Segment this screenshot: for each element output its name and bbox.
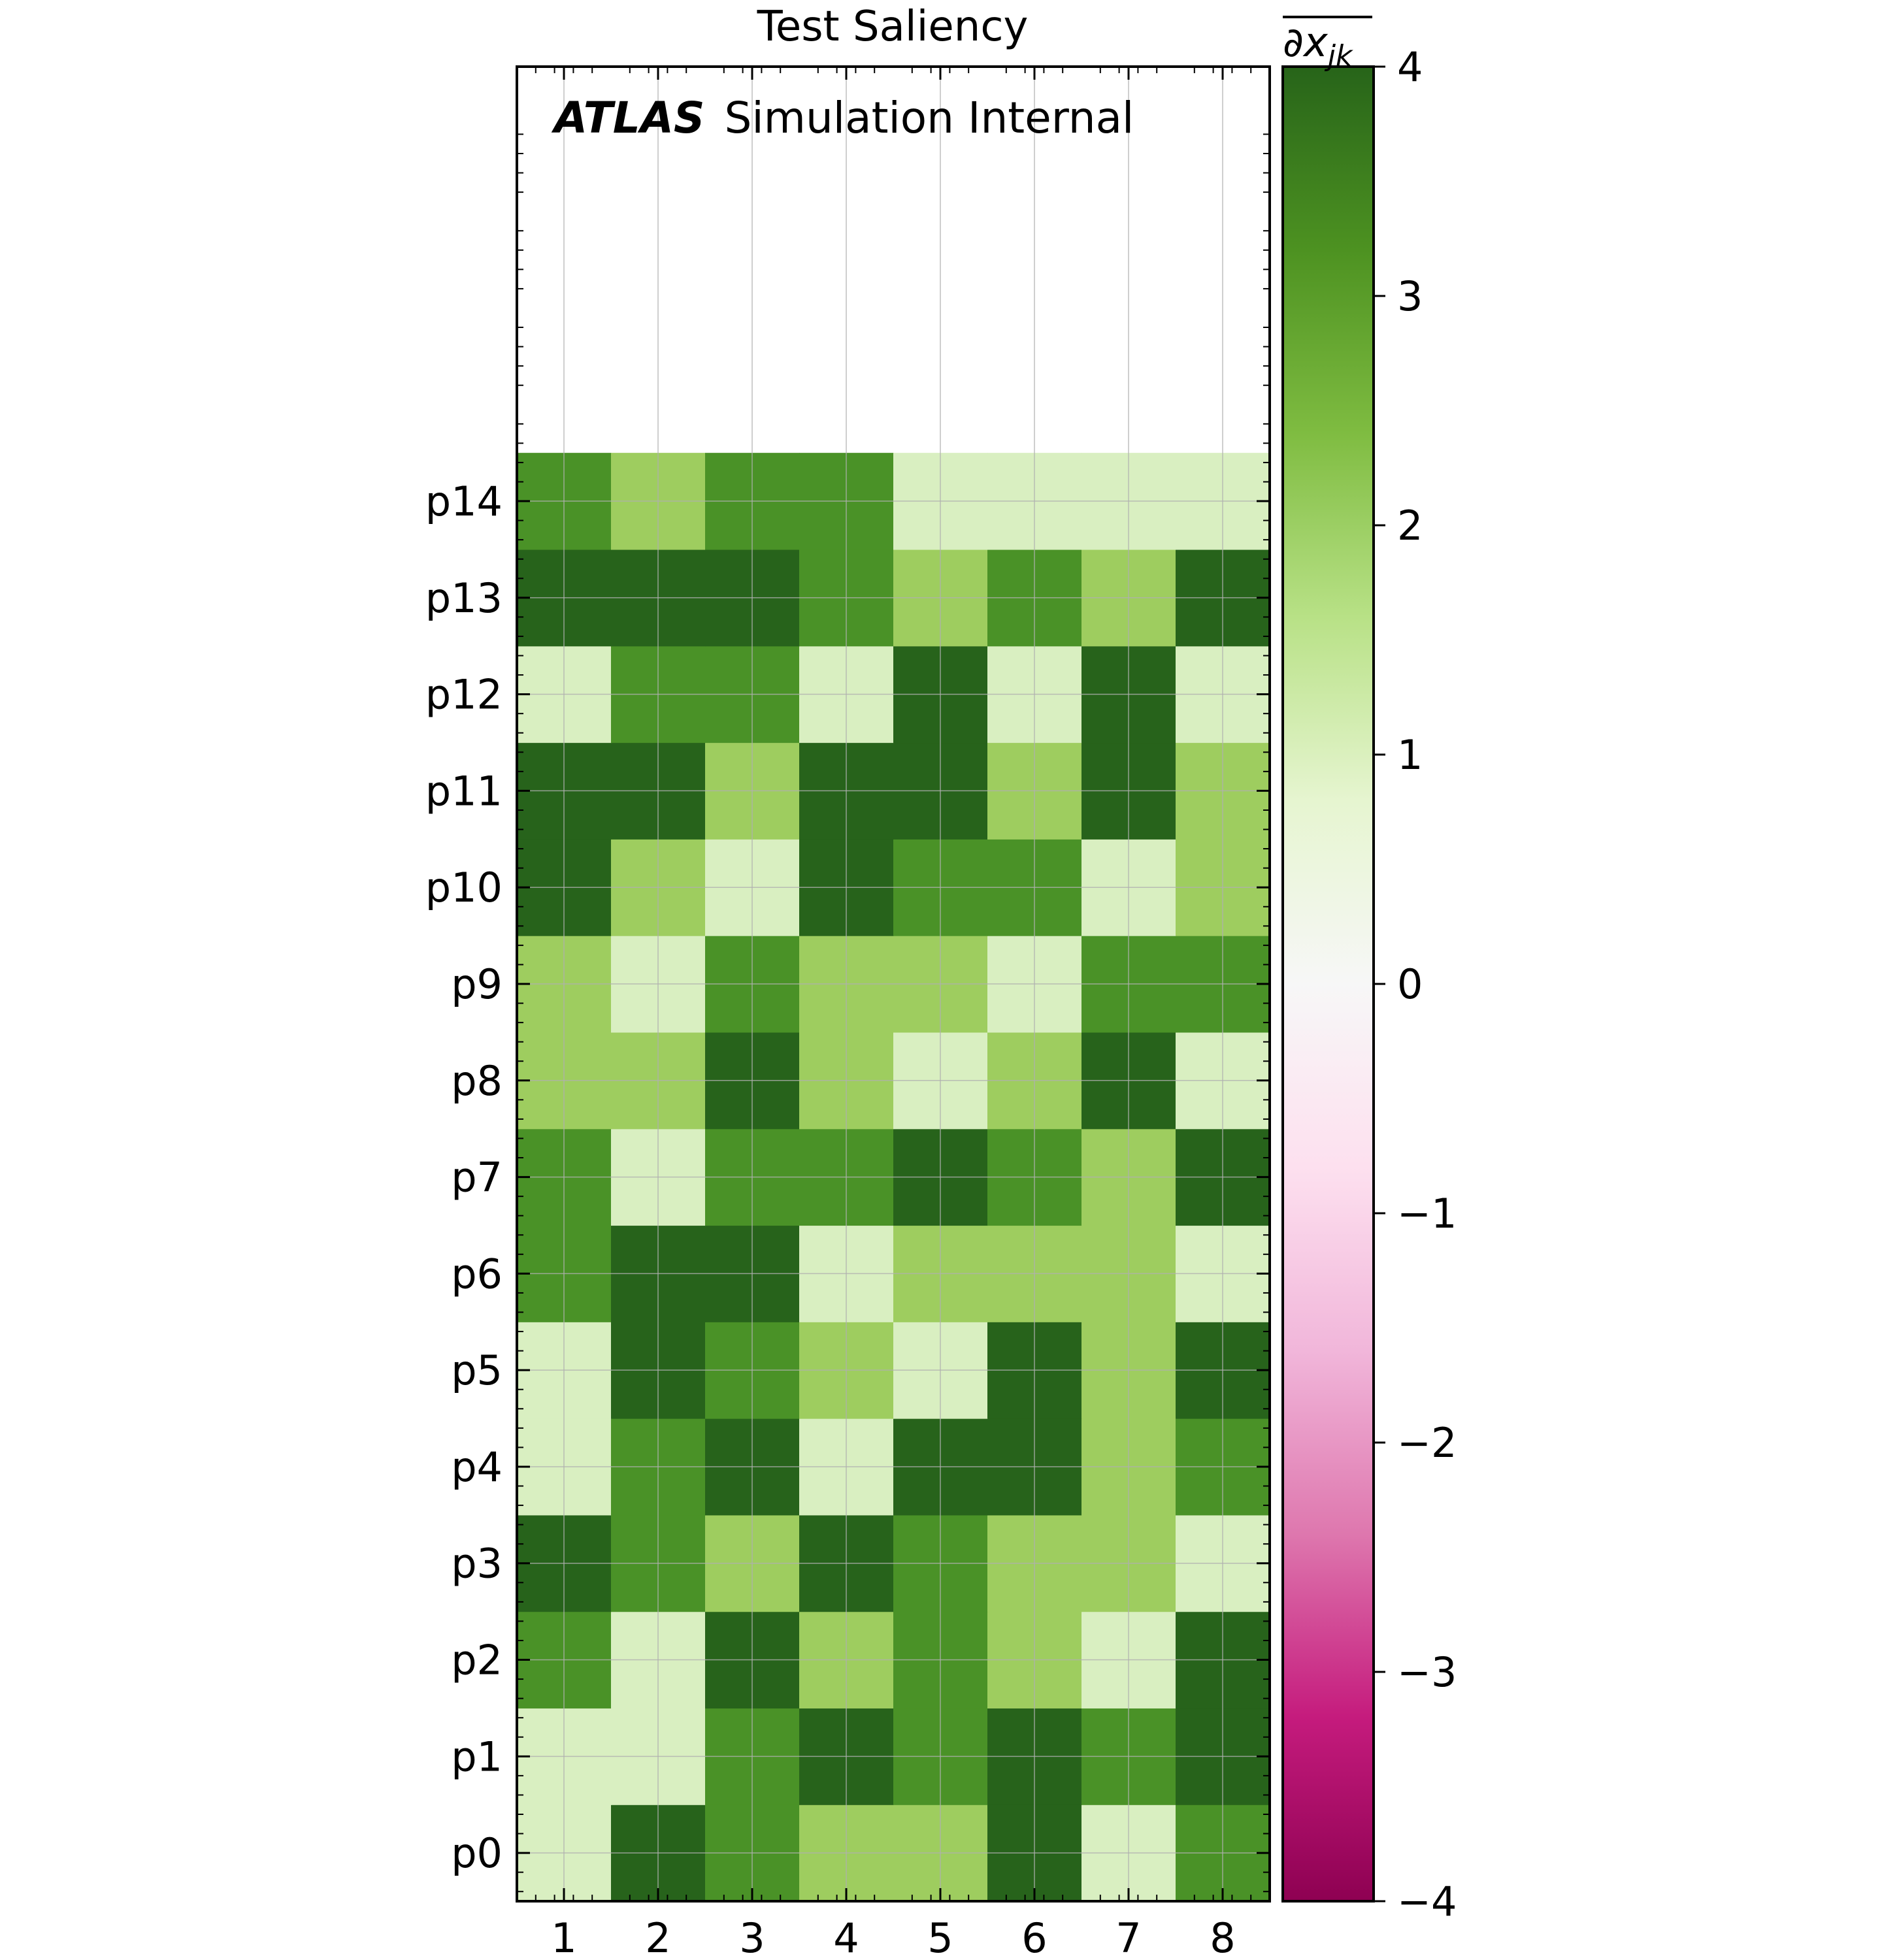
- colorbar-tick-label: 4: [1397, 43, 1423, 91]
- y-tick-labels: p0 p1 p2 p3 p4 p5 p6 p7 p8 p9 p10 p11 p12 p13 p14: [425, 478, 503, 1877]
- x-tick-label: 5: [927, 1914, 953, 1960]
- colorbar-tick-label: −3: [1397, 1648, 1457, 1696]
- x-tick-label: 3: [739, 1914, 765, 1960]
- atlas-simulation-text: Simulation Internal: [724, 93, 1134, 143]
- colorbar-tick-label: −4: [1397, 1878, 1457, 1925]
- x-tick-labels: 1 2 3 4 5 6 7 8: [551, 1914, 1235, 1960]
- x-tick-label: 8: [1210, 1914, 1235, 1960]
- y-tick-label: p8: [451, 1057, 503, 1105]
- atlas-bold-text: ATLAS: [551, 93, 704, 143]
- y-tick-label: p10: [425, 864, 503, 911]
- colorbar-ticks: 4 3 2 1 0 −1 −2 −3 −4: [1374, 43, 1457, 1925]
- x-tick-label: 2: [645, 1914, 670, 1960]
- colorbar-tick-label: 3: [1397, 272, 1423, 320]
- colorbar-tick-label: −1: [1397, 1190, 1457, 1237]
- y-tick-label: p12: [425, 671, 503, 719]
- y-tick-label: p7: [451, 1154, 503, 1201]
- y-tick-label: p13: [425, 574, 503, 622]
- colorbar-label-subscript: jk: [1325, 39, 1353, 73]
- colorbar-label-partial-x: ∂x: [1283, 18, 1329, 66]
- grid-lines: [517, 67, 1270, 1901]
- y-tick-label: p2: [451, 1637, 503, 1684]
- axis-ticks: [517, 67, 1270, 1901]
- colorbar: [1281, 65, 1375, 1903]
- x-tick-label: 6: [1021, 1914, 1047, 1960]
- y-tick-label: p5: [451, 1347, 503, 1394]
- x-tick-label: 1: [551, 1914, 576, 1960]
- y-tick-label: p4: [451, 1443, 503, 1491]
- colorbar-label-denominator: ∂xjk: [1283, 18, 1353, 73]
- colorbar-tick-label: 2: [1397, 502, 1423, 549]
- colorbar-tick-label: 1: [1397, 731, 1423, 779]
- y-tick-label: p6: [451, 1250, 503, 1298]
- y-tick-label: p14: [425, 478, 503, 525]
- y-tick-label: p3: [451, 1540, 503, 1588]
- colorbar-tick-label: −2: [1397, 1419, 1457, 1467]
- y-tick-label: p1: [451, 1733, 503, 1780]
- colorbar-tick-label: 0: [1397, 960, 1423, 1008]
- colorbar-label: ∂xjk: [1283, 16, 1372, 73]
- y-tick-label: p9: [451, 960, 503, 1008]
- atlas-label: ATLAS Simulation Internal: [551, 93, 1134, 143]
- x-tick-label: 7: [1115, 1914, 1141, 1960]
- x-tick-label: 4: [833, 1914, 859, 1960]
- chart-title: Test Saliency: [757, 3, 1029, 51]
- y-tick-label: p0: [451, 1829, 503, 1877]
- y-tick-label: p11: [425, 767, 503, 815]
